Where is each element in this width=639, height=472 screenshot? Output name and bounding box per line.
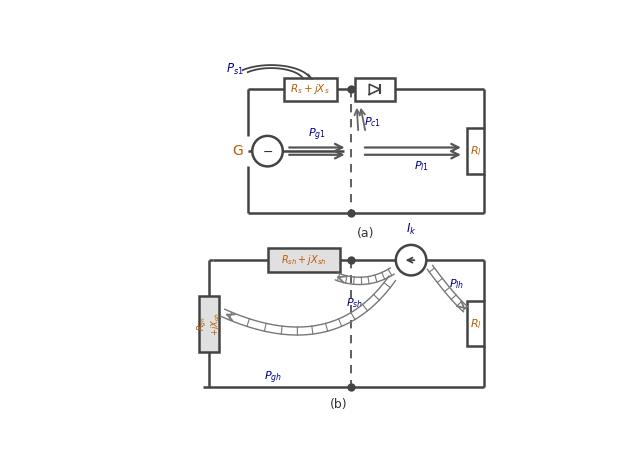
Text: $R_s + jX_s$: $R_s + jX_s$ — [290, 82, 330, 96]
Bar — [199, 295, 219, 352]
Circle shape — [252, 136, 283, 167]
Text: $P_{s1}$: $P_{s1}$ — [226, 62, 244, 77]
Bar — [467, 301, 484, 346]
Text: $P_{g1}$: $P_{g1}$ — [308, 126, 326, 143]
Bar — [355, 77, 395, 101]
Bar — [467, 128, 484, 174]
Bar — [284, 77, 337, 101]
Text: (a): (a) — [357, 228, 374, 240]
Text: $R_{sh} + jX_{sh}$: $R_{sh} + jX_{sh}$ — [281, 253, 327, 267]
Text: $I_k$: $I_k$ — [406, 222, 417, 237]
Text: $P_{sh}$: $P_{sh}$ — [346, 296, 364, 310]
Text: G: G — [233, 144, 243, 158]
Text: $P_{c1}$: $P_{c1}$ — [364, 116, 381, 129]
Text: $P_{lh}$: $P_{lh}$ — [449, 277, 464, 291]
Text: $R_l$: $R_l$ — [470, 144, 482, 158]
Text: $R_l$: $R_l$ — [470, 317, 482, 331]
Text: $P_{l1}$: $P_{l1}$ — [415, 159, 429, 173]
Bar — [268, 248, 340, 272]
Circle shape — [396, 245, 426, 276]
Text: $P_{gh}$: $P_{gh}$ — [264, 369, 282, 386]
Text: (b): (b) — [330, 398, 347, 411]
Text: $R_{gh}$
$+ jX_{gh}$: $R_{gh}$ $+ jX_{gh}$ — [196, 312, 223, 336]
Text: $-$: $-$ — [262, 144, 273, 158]
